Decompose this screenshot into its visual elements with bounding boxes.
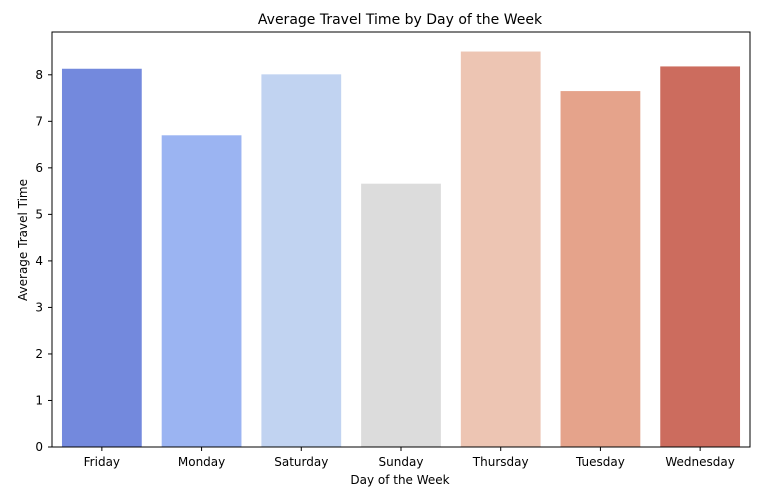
x-tick-label: Thursday xyxy=(472,455,529,469)
x-tick-label: Friday xyxy=(84,455,120,469)
bar-thursday xyxy=(460,51,541,448)
bar-monday xyxy=(161,135,242,447)
y-tick-label: 4 xyxy=(35,254,43,268)
x-tick-label: Saturday xyxy=(274,455,328,469)
y-axis-label: Average Travel Time xyxy=(16,179,30,301)
x-tick-label: Monday xyxy=(178,455,225,469)
y-tick-label: 2 xyxy=(35,347,43,361)
y-axis-ticks: 0 1 2 3 4 5 6 7 8 xyxy=(35,68,52,454)
plot-frame xyxy=(51,31,751,448)
y-tick-label: 1 xyxy=(35,393,43,407)
y-tick-label: 8 xyxy=(35,68,43,82)
x-tick-label: Sunday xyxy=(379,455,424,469)
y-tick-label: 6 xyxy=(35,161,43,175)
x-axis-label: Day of the Week xyxy=(350,473,449,487)
y-tick-label: 7 xyxy=(35,114,43,128)
x-tick-label: Wednesday xyxy=(665,455,734,469)
bar-saturday xyxy=(261,74,342,448)
chart-title: Average Travel Time by Day of the Week xyxy=(258,12,543,28)
bar-tuesday xyxy=(560,91,641,447)
x-axis-ticks: Friday Monday Saturday Sunday Thursday Tuesda… xyxy=(84,447,735,469)
y-tick-label: 0 xyxy=(35,440,43,454)
x-tick-label: Tuesday xyxy=(575,455,625,469)
bar-sunday xyxy=(361,183,441,447)
bar-friday xyxy=(61,68,142,447)
y-tick-label: 3 xyxy=(35,300,43,314)
bar-wednesday xyxy=(660,66,741,447)
y-tick-label: 5 xyxy=(35,207,43,221)
bars-group xyxy=(61,51,741,448)
